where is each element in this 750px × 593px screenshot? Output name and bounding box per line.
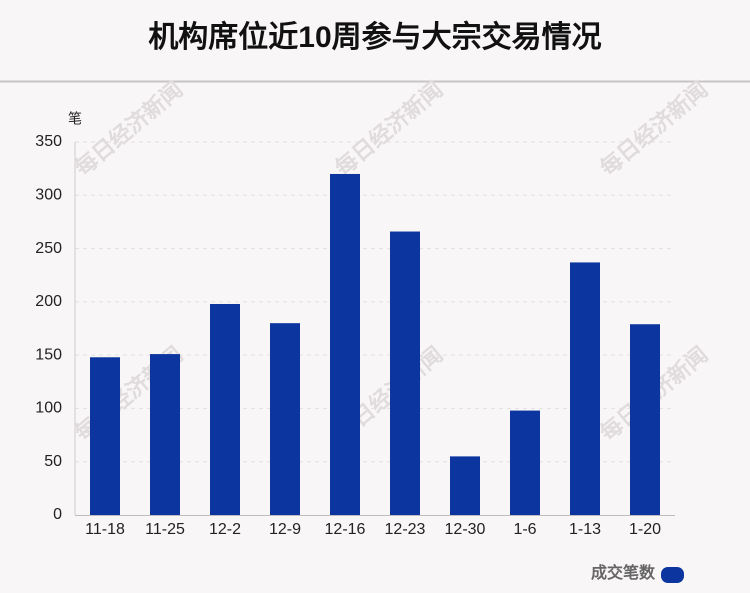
y-tick-label: 200 (35, 293, 62, 310)
x-tick-label: 11-18 (85, 521, 125, 538)
bar (450, 456, 480, 515)
legend-label: 成交笔数 (591, 563, 656, 582)
x-tick-label: 12-30 (445, 521, 486, 538)
chart-title: 机构席位近10周参与大宗交易情况 (148, 20, 601, 54)
y-unit: 笔 (68, 111, 82, 127)
x-tick-label: 11-25 (145, 521, 185, 538)
bar (510, 410, 540, 515)
y-tick-label: 50 (44, 453, 62, 470)
y-tick-label: 0 (53, 506, 62, 523)
x-tick-label: 12-2 (209, 521, 241, 538)
bar (150, 354, 180, 515)
legend-swatch (661, 567, 684, 583)
x-tick-label: 12-23 (385, 521, 426, 538)
y-tick-label: 350 (35, 133, 62, 150)
x-tick-label: 12-9 (269, 521, 301, 538)
y-tick-label: 100 (35, 400, 62, 417)
x-tick-label: 1-6 (513, 521, 536, 538)
bar (570, 262, 600, 515)
x-tick-label: 1-20 (629, 521, 661, 538)
bar (630, 324, 660, 515)
x-tick-label: 1-13 (569, 521, 601, 538)
bar (270, 323, 300, 515)
bar (390, 231, 420, 515)
y-tick-label: 250 (35, 240, 62, 257)
x-tick-label: 12-16 (325, 521, 366, 538)
bar (210, 303, 240, 515)
y-tick-label: 300 (35, 187, 62, 204)
bar (330, 173, 360, 515)
y-tick-label: 150 (35, 346, 62, 363)
bar (90, 357, 120, 515)
